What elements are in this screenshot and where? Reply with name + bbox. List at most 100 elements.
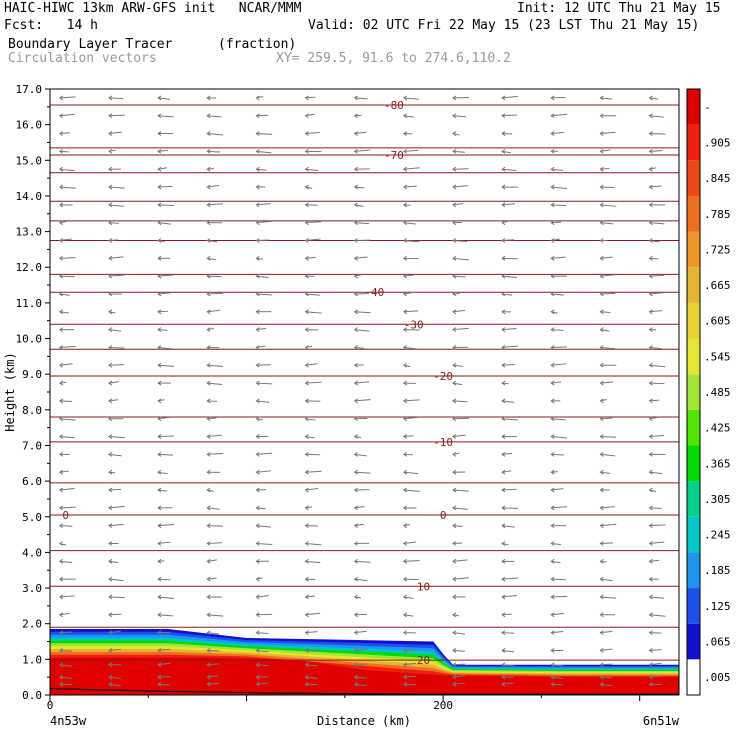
vector-arrowhead bbox=[255, 612, 260, 618]
x-axis-label: Distance (km) bbox=[317, 714, 411, 728]
circulation-vector bbox=[452, 525, 463, 527]
circulation-vector bbox=[158, 204, 175, 207]
vector-arrowhead bbox=[452, 648, 457, 653]
vector-arrowhead bbox=[648, 273, 653, 279]
circulation-vector bbox=[403, 541, 417, 544]
circulation-vector bbox=[452, 275, 466, 278]
circulation-vector bbox=[256, 507, 266, 510]
vector-arrowhead bbox=[501, 505, 506, 511]
vector-arrowhead bbox=[550, 434, 555, 439]
vector-arrowhead bbox=[452, 184, 457, 190]
vector-arrowhead bbox=[353, 398, 358, 404]
circulation-vector bbox=[207, 203, 224, 206]
colorbar-swatch bbox=[687, 302, 700, 339]
vector-arrowhead bbox=[304, 166, 309, 172]
vector-arrowhead bbox=[402, 220, 408, 226]
circulation-vector bbox=[452, 240, 468, 243]
circulation-vector bbox=[207, 434, 222, 438]
terrain-line bbox=[50, 687, 679, 695]
circulation-vector bbox=[354, 453, 367, 457]
circulation-vector bbox=[256, 682, 269, 685]
circulation-vector bbox=[403, 291, 413, 295]
circulation-vector bbox=[600, 97, 613, 100]
vector-arrowhead bbox=[353, 220, 358, 226]
vector-arrowhead bbox=[157, 487, 162, 493]
vector-arrowhead bbox=[353, 681, 358, 687]
circulation-vector bbox=[158, 346, 173, 350]
y-tick-label: 5.0 bbox=[22, 511, 42, 524]
vector-arrowhead bbox=[402, 327, 408, 333]
circulation-vector bbox=[649, 559, 660, 562]
vector-arrowhead bbox=[58, 398, 64, 404]
vector-arrowhead bbox=[157, 541, 162, 546]
vector-arrowhead bbox=[255, 362, 260, 368]
vector-arrowhead bbox=[108, 576, 113, 582]
circulation-vector bbox=[354, 131, 367, 135]
vector-arrowhead bbox=[108, 674, 113, 680]
vector-arrowhead bbox=[452, 362, 457, 368]
circulation-vector bbox=[59, 275, 75, 278]
vector-arrowhead bbox=[255, 541, 260, 546]
vector-arrowhead bbox=[353, 469, 358, 475]
circulation-vector bbox=[207, 614, 224, 617]
circulation-vector bbox=[502, 664, 515, 667]
vector-arrowhead bbox=[58, 380, 64, 386]
circulation-vector bbox=[305, 168, 319, 172]
vector-arrowhead bbox=[599, 95, 604, 101]
vector-arrowhead bbox=[648, 630, 653, 636]
vector-arrowhead bbox=[599, 487, 604, 493]
colorbar-swatch bbox=[687, 409, 700, 446]
vector-arrowhead bbox=[304, 505, 309, 511]
circulation-vector bbox=[403, 310, 419, 313]
vector-arrowhead bbox=[402, 238, 408, 243]
circulation-vector bbox=[403, 149, 419, 152]
circulation-vector bbox=[649, 416, 659, 420]
circulation-vector bbox=[59, 418, 76, 421]
vector-arrowhead bbox=[452, 345, 457, 350]
circulation-vector bbox=[502, 525, 515, 528]
circulation-vector bbox=[158, 523, 175, 527]
circulation-vector bbox=[551, 506, 568, 509]
circulation-vector bbox=[600, 683, 613, 687]
circulation-vector bbox=[59, 293, 70, 296]
vector-arrowhead bbox=[452, 681, 457, 687]
circulation-vector bbox=[305, 238, 321, 241]
vector-arrowhead bbox=[452, 202, 457, 208]
circulation-vector bbox=[452, 507, 468, 510]
circulation-vector bbox=[207, 675, 220, 678]
circulation-vector bbox=[59, 664, 72, 667]
vector-arrowhead bbox=[452, 255, 457, 261]
circulation-vector bbox=[649, 632, 662, 634]
circulation-vector bbox=[502, 293, 513, 296]
circulation-vector bbox=[59, 113, 75, 117]
vector-arrowhead bbox=[206, 202, 211, 208]
circulation-vector bbox=[452, 382, 463, 386]
vector-arrowhead bbox=[157, 505, 162, 511]
y-tick-label: 9.0 bbox=[22, 368, 42, 381]
circulation-vector bbox=[108, 630, 122, 634]
vector-arrowhead bbox=[157, 612, 162, 618]
vector-arrowhead bbox=[501, 648, 506, 653]
vector-arrowhead bbox=[402, 416, 408, 422]
circulation-vector bbox=[354, 346, 365, 349]
vector-arrowhead bbox=[255, 558, 260, 564]
vector-arrowhead bbox=[648, 434, 653, 439]
vector-arrowhead bbox=[304, 469, 309, 475]
vector-arrowhead bbox=[206, 309, 211, 315]
vector-arrowhead bbox=[452, 576, 457, 582]
circulation-vector bbox=[256, 293, 273, 296]
vector-arrowhead bbox=[157, 434, 162, 439]
vector-arrowhead bbox=[648, 523, 653, 529]
vector-arrowhead bbox=[402, 648, 408, 653]
vector-arrowhead bbox=[255, 451, 260, 457]
circulation-vector bbox=[452, 309, 466, 313]
vector-arrowhead bbox=[58, 131, 64, 136]
circulation-vector bbox=[551, 676, 564, 680]
vector-arrowhead bbox=[304, 95, 309, 101]
x-axis: 0 200 bbox=[47, 695, 641, 712]
colorbar-swatch bbox=[687, 588, 700, 624]
vector-arrowhead bbox=[501, 416, 506, 422]
vector-arrowhead bbox=[402, 576, 408, 582]
vector-arrowhead bbox=[157, 523, 162, 529]
circulation-vector bbox=[600, 311, 611, 313]
